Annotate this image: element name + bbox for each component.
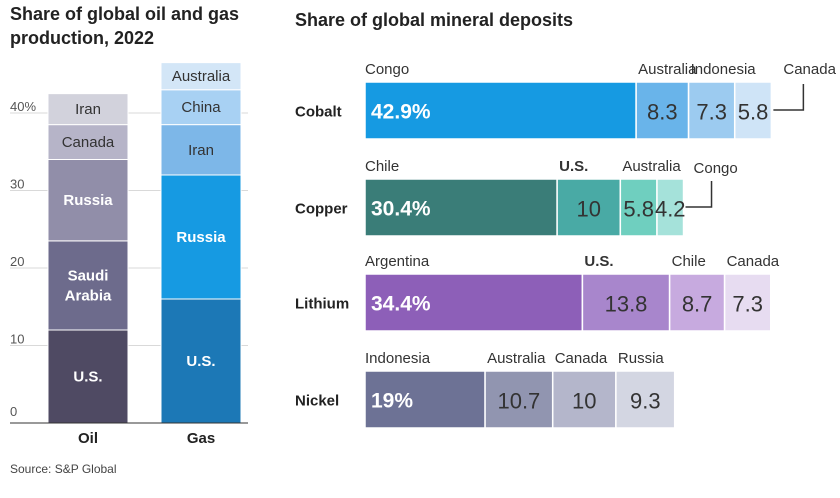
country-label-lithium-canada: Canada bbox=[727, 253, 780, 270]
bar-segment-copper-australia bbox=[619, 178, 658, 237]
callout-line-cobalt-canada bbox=[773, 84, 805, 111]
segment-label-oil-saudi-arabia: Arabia bbox=[65, 287, 112, 304]
bar-segment-gas-australia bbox=[160, 62, 242, 91]
country-label-lithium-u-s: U.S. bbox=[584, 253, 613, 270]
segment-label-oil-canada: Canada bbox=[62, 134, 115, 151]
country-label-nickel-australia: Australia bbox=[487, 350, 546, 367]
country-label-cobalt-indonesia: Indonesia bbox=[691, 61, 757, 78]
bar-segment-lithium-canada bbox=[723, 273, 772, 332]
right-chart-title: Share of global mineral deposits bbox=[295, 10, 574, 30]
row-label-nickel: Nickel bbox=[295, 393, 339, 410]
value-label-lithium-canada: 7.3 bbox=[732, 292, 763, 317]
value-label-cobalt-canada: 5.8 bbox=[738, 100, 769, 125]
value-label-copper-australia: 5.8 bbox=[623, 197, 654, 222]
y-tick-label: 10 bbox=[10, 332, 24, 347]
value-label-copper-congo: 4.2 bbox=[655, 197, 686, 222]
bar-segment-lithium-u-s bbox=[581, 273, 671, 332]
value-label-cobalt-indonesia: 7.3 bbox=[696, 100, 727, 125]
row-label-cobalt: Cobalt bbox=[295, 104, 342, 121]
country-label-nickel-indonesia: Indonesia bbox=[365, 350, 431, 367]
bar-segment-copper-chile bbox=[364, 178, 558, 237]
bar-segment-copper-congo bbox=[656, 178, 685, 237]
y-tick-label: 30 bbox=[10, 177, 24, 192]
bar-segment-copper-u-s bbox=[556, 178, 622, 237]
bar-segment-lithium-argentina bbox=[364, 273, 584, 332]
segment-label-gas-iran: Iran bbox=[188, 142, 214, 159]
country-label-copper-australia: Australia bbox=[622, 158, 681, 175]
source-note: Source: S&P Global bbox=[10, 462, 117, 476]
y-tick-label: 0 bbox=[10, 404, 17, 419]
x-category-label-oil: Oil bbox=[78, 430, 98, 447]
segment-label-oil-u-s: U.S. bbox=[73, 369, 102, 386]
bar-segment-gas-china bbox=[160, 89, 242, 126]
y-tick-label: 40% bbox=[10, 99, 36, 114]
left-chart-title-line2: production, 2022 bbox=[10, 28, 155, 48]
bar-segment-nickel-russia bbox=[615, 370, 676, 429]
country-label-copper-chile: Chile bbox=[365, 158, 399, 175]
country-label-nickel-russia: Russia bbox=[618, 350, 665, 367]
bar-segment-cobalt-canada bbox=[733, 81, 773, 140]
value-label-lithium-u-s: 13.8 bbox=[605, 292, 648, 317]
bar-segment-gas-russia bbox=[160, 174, 242, 300]
segment-label-gas-u-s: U.S. bbox=[186, 353, 215, 370]
bar-segment-oil-russia bbox=[47, 159, 129, 242]
country-label-nickel-canada: Canada bbox=[555, 350, 608, 367]
value-label-nickel-russia: 9.3 bbox=[630, 389, 661, 414]
segment-label-gas-australia: Australia bbox=[172, 68, 231, 85]
segment-label-oil-iran: Iran bbox=[75, 101, 101, 118]
value-label-nickel-australia: 10.7 bbox=[497, 389, 540, 414]
value-label-cobalt-congo: 42.9% bbox=[371, 101, 431, 124]
value-label-lithium-chile: 8.7 bbox=[682, 292, 713, 317]
bar-segment-cobalt-australia bbox=[635, 81, 690, 140]
bar-segment-oil-u-s bbox=[47, 329, 129, 424]
country-label-cobalt-australia: Australia bbox=[638, 61, 697, 78]
bar-segment-lithium-chile bbox=[668, 273, 726, 332]
country-label-copper-congo: Congo bbox=[694, 160, 738, 177]
bar-segment-nickel-canada bbox=[551, 370, 617, 429]
x-category-label-gas: Gas bbox=[187, 430, 215, 447]
country-label-lithium-argentina: Argentina bbox=[365, 253, 430, 270]
segment-label-oil-russia: Russia bbox=[63, 192, 113, 209]
row-label-copper: Copper bbox=[295, 201, 348, 218]
value-label-copper-u-s: 10 bbox=[576, 197, 600, 222]
y-tick-label: 20 bbox=[10, 254, 24, 269]
bar-segment-oil-saudi-arabia bbox=[47, 240, 129, 331]
left-chart-title-line1: Share of global oil and gas bbox=[10, 4, 240, 24]
row-label-lithium: Lithium bbox=[295, 296, 349, 313]
country-label-copper-u-s: U.S. bbox=[559, 158, 588, 175]
segment-label-oil-saudi-arabia: Saudi bbox=[68, 267, 109, 284]
callout-line-copper-congo bbox=[685, 181, 713, 208]
bar-segment-oil-iran bbox=[47, 93, 129, 126]
value-label-nickel-indonesia: 19% bbox=[371, 390, 413, 413]
value-label-nickel-canada: 10 bbox=[572, 389, 596, 414]
country-label-lithium-chile: Chile bbox=[672, 253, 706, 270]
oil-gas-stacked-chart: 0 10 20 30 40% U.S. Saudi Arabia Russia Canada Ira… bbox=[10, 62, 248, 447]
country-label-cobalt-congo: Congo bbox=[365, 61, 409, 78]
value-label-cobalt-australia: 8.3 bbox=[647, 100, 678, 125]
segment-label-gas-china: China bbox=[181, 99, 221, 116]
value-label-lithium-argentina: 34.4% bbox=[371, 293, 431, 316]
country-label-cobalt-canada: Canada bbox=[783, 61, 836, 78]
segment-label-gas-russia: Russia bbox=[176, 229, 226, 246]
bar-segment-cobalt-congo bbox=[364, 81, 637, 140]
value-label-copper-chile: 30.4% bbox=[371, 198, 431, 221]
